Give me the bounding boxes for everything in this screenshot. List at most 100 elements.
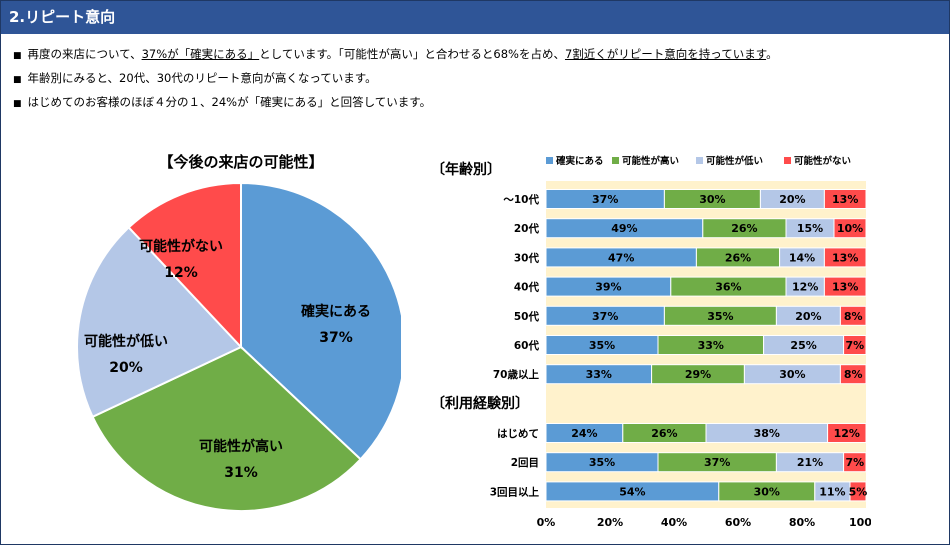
bar-data-label: 26%	[651, 427, 677, 440]
pie-slice-label: 確実にある	[301, 303, 371, 320]
bar-segment	[843, 452, 867, 473]
bar-data-label: 10%	[837, 222, 863, 235]
x-tick-label: 20%	[597, 516, 623, 529]
bullet-item-3: ■ はじめてのお客様のほぼ４分の１、24%が「確実にある」と回答しています。	[13, 94, 431, 112]
page-title: 2.リピート意向	[9, 8, 116, 26]
bullet-marker-2: ■	[13, 75, 22, 85]
bar-data-label: 12%	[792, 281, 818, 294]
bar-data-label: 38%	[754, 427, 780, 440]
row-label: 20代	[514, 222, 540, 235]
bar-data-label: 29%	[685, 368, 711, 381]
bar-segment	[827, 423, 867, 443]
bullet-2-text: 年齢別にみると、20代、30代のリピート意向が高くなっています。	[27, 71, 377, 85]
legend-label: 可能性が高い	[622, 155, 679, 167]
pie-chart-title: 【今後の来店の可能性】	[158, 153, 324, 171]
bar-data-label: 14%	[789, 251, 815, 264]
bar-data-label: 37%	[704, 456, 730, 469]
pie-slice-value: 31%	[224, 465, 258, 481]
bar-data-label: 33%	[698, 339, 724, 352]
bar-data-label: 30%	[699, 193, 725, 206]
row-label: 70歳以上	[493, 368, 540, 381]
x-tick-label: 0%	[537, 516, 556, 529]
legend-label: 可能性が低い	[706, 155, 763, 167]
bar-data-label: 37%	[592, 193, 618, 206]
bar-segment	[843, 335, 867, 355]
bar-data-label: 54%	[619, 485, 645, 498]
row-label: 60代	[514, 339, 540, 352]
bar-data-label: 35%	[707, 310, 733, 323]
bullet-1-text-d: 7割近くがリピート意向を持っています	[564, 47, 767, 61]
bar-data-label: 25%	[790, 339, 816, 352]
legend-swatch	[612, 157, 619, 164]
bar-data-label: 39%	[595, 281, 621, 294]
bar-data-label: 47%	[608, 251, 634, 264]
group-title: 〔利用経験別〕	[431, 395, 529, 412]
bar-data-label: 37%	[592, 310, 618, 323]
bar-data-label: 24%	[571, 427, 597, 440]
row-label: はじめて	[497, 428, 539, 440]
row-label: ～10代	[503, 193, 539, 206]
pie-slice	[240, 181, 401, 461]
pie-slice-label: 可能性が低い	[84, 333, 168, 350]
bar-data-label: 33%	[586, 368, 612, 381]
pie-slice	[91, 345, 362, 512]
bar-segment	[839, 305, 867, 326]
pie-slice-value: 12%	[164, 265, 198, 281]
bar-data-label: 13%	[832, 193, 858, 206]
bar-data-label: 20%	[779, 193, 805, 206]
bullet-3-text: はじめてのお客様のほぼ４分の１、24%が「確実にある」と回答しています。	[27, 95, 432, 109]
row-label: 2回目	[511, 457, 539, 469]
pie-slice-value: 20%	[109, 360, 143, 376]
bullet-marker-3: ■	[13, 99, 22, 109]
bullet-1-text-c: としています。「可能性が高い」と合わせると68%を占め、	[259, 47, 565, 61]
bar-data-label: 26%	[731, 222, 757, 235]
bar-data-label: 13%	[832, 281, 858, 294]
bar-data-label: 12%	[834, 427, 860, 440]
bar-data-label: 49%	[611, 222, 637, 235]
legend-swatch	[784, 157, 791, 164]
pie-slice-value: 37%	[319, 330, 353, 346]
legend-label: 確実にある	[556, 155, 604, 167]
x-tick-label: 60%	[725, 516, 751, 529]
bar-data-label: 36%	[715, 281, 741, 294]
bullet-1-text-b: 37%が「確実にある」	[141, 47, 260, 61]
legend-swatch	[546, 157, 553, 164]
legend-swatch	[696, 157, 703, 164]
row-label: 40代	[514, 281, 540, 294]
bullet-1-text-e: 。	[766, 47, 778, 61]
bullet-item-1: ■ 再度の来店について、37%が「確実にある」としています。「可能性が高い」と合わ…	[13, 46, 778, 64]
bar-data-label: 26%	[725, 251, 751, 264]
bar-segment	[839, 364, 867, 385]
pie-slice-label: 可能性がない	[139, 238, 223, 255]
bar-data-label: 8%	[844, 310, 863, 323]
x-tick-label: 40%	[661, 516, 687, 529]
bar-data-label: 11%	[819, 485, 845, 498]
bar-data-label: 21%	[797, 456, 823, 469]
title-bar: 2.リピート意向	[1, 1, 949, 34]
bullet-item-2: ■ 年齢別にみると、20代、30代のリピート意向が高くなっています。	[13, 70, 377, 88]
bar-segment	[833, 218, 867, 239]
group-title: 〔年齢別〕	[431, 161, 501, 178]
bar-data-label: 5%	[849, 485, 868, 498]
pie-chart: 確実にある 37% 可能性が高い 31% 可能性が低い 20% 可能性がない 12%	[76, 181, 401, 512]
bar-data-label: 20%	[795, 310, 821, 323]
bar-segment	[823, 189, 867, 209]
bar-segment	[849, 481, 867, 502]
x-tick-label: 80%	[789, 516, 815, 529]
pie-slice	[76, 226, 243, 419]
pie-slice-label: 可能性が高い	[199, 438, 283, 455]
stacked-bar-chart: 確実にある 可能性が高い 可能性が低い 可能性がない 0% 20% 40% 60% 80% 100…	[431, 155, 871, 529]
bar-data-label: 15%	[797, 222, 823, 235]
bar-data-label: 13%	[832, 251, 858, 264]
bar-data-label: 35%	[589, 339, 615, 352]
bar-data-label: 30%	[754, 485, 780, 498]
bar-data-label: 7%	[845, 339, 864, 352]
row-label: 30代	[514, 251, 540, 264]
x-tick-label: 100%	[849, 516, 871, 529]
bar-data-label: 8%	[844, 368, 863, 381]
pie-slice	[127, 181, 242, 350]
bar-segment	[823, 276, 867, 297]
bullet-1-text-a: 再度の来店について、	[27, 47, 142, 61]
bar-data-label: 30%	[779, 368, 805, 381]
